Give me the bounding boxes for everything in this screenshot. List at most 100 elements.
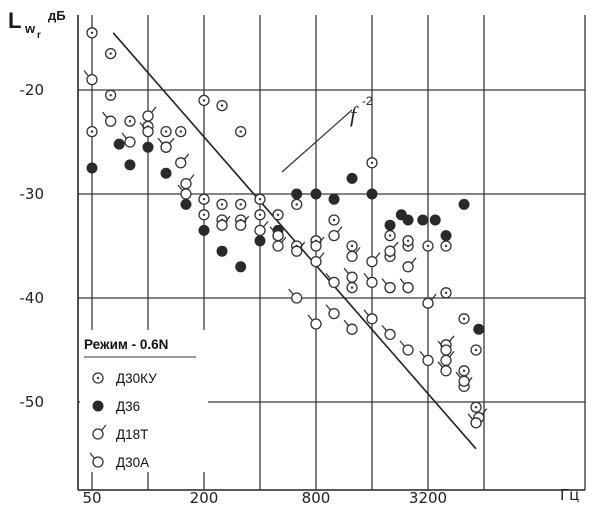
legend: Режим - 0.6N Д30КУ Д36 Д18Т Д30А bbox=[80, 330, 208, 472]
marker-hook bbox=[381, 324, 388, 332]
marker-body bbox=[254, 224, 266, 237]
marker-body bbox=[160, 141, 172, 153]
data-point bbox=[381, 324, 396, 341]
data-point bbox=[455, 371, 470, 387]
data-point bbox=[291, 241, 306, 257]
legend-marker bbox=[89, 452, 104, 468]
marker-center bbox=[202, 198, 206, 201]
marker-body bbox=[417, 214, 429, 226]
marker-hook bbox=[437, 340, 444, 347]
marker-body bbox=[328, 276, 340, 289]
data-point bbox=[216, 198, 228, 211]
marker-hook bbox=[102, 111, 108, 119]
data-point bbox=[384, 241, 399, 257]
marker-hook bbox=[83, 70, 90, 77]
data-point bbox=[399, 340, 414, 356]
data-point bbox=[470, 344, 482, 356]
marker-center bbox=[295, 203, 298, 206]
marker-body bbox=[105, 115, 117, 127]
marker-center bbox=[220, 203, 224, 206]
marker-tick bbox=[374, 252, 381, 259]
marker-body bbox=[235, 261, 247, 273]
data-point bbox=[142, 106, 157, 122]
data-point bbox=[198, 224, 210, 236]
marker-body bbox=[310, 255, 322, 268]
series-Д18Т bbox=[142, 106, 488, 424]
marker-body bbox=[254, 235, 266, 247]
marker-tick bbox=[243, 215, 250, 223]
legend-box bbox=[80, 330, 208, 472]
marker-tick bbox=[449, 350, 455, 358]
marker-hook bbox=[381, 278, 388, 285]
legend-label: Д30А bbox=[116, 455, 149, 470]
marker-body bbox=[142, 125, 154, 138]
marker-body bbox=[384, 219, 396, 231]
data-point bbox=[343, 319, 358, 335]
x-tick-label: 800 bbox=[302, 489, 331, 507]
marker-body bbox=[458, 375, 470, 387]
marker-hook bbox=[89, 452, 96, 459]
marker-body bbox=[124, 136, 136, 148]
data-point bbox=[437, 361, 452, 377]
y-tick-label: -40 bbox=[20, 289, 45, 307]
marker-body bbox=[216, 245, 228, 257]
data-point bbox=[458, 313, 470, 325]
marker-body bbox=[124, 159, 136, 171]
x-tick-label: 3200 bbox=[409, 489, 447, 507]
data-point bbox=[429, 214, 441, 226]
y-axis-title: L w r дБ bbox=[8, 8, 66, 41]
y-tick-label: -30 bbox=[20, 185, 45, 203]
data-point bbox=[384, 229, 396, 242]
data-point bbox=[254, 193, 266, 205]
annotation-f-2: f -2 bbox=[281, 94, 373, 173]
marker-body bbox=[346, 323, 358, 335]
marker-center bbox=[276, 213, 280, 216]
data-point bbox=[458, 365, 470, 377]
marker-tick bbox=[318, 252, 325, 259]
data-point bbox=[175, 125, 187, 138]
marker-body bbox=[198, 224, 210, 236]
data-point bbox=[417, 214, 429, 226]
data-point bbox=[467, 413, 482, 429]
marker-body bbox=[402, 261, 414, 273]
marker-body bbox=[440, 230, 452, 242]
marker-center bbox=[90, 31, 94, 34]
series-Д30КУ bbox=[86, 27, 482, 413]
marker-body bbox=[92, 400, 104, 412]
y-axis-unit: дБ bbox=[48, 8, 66, 23]
marker-hook bbox=[121, 132, 127, 139]
marker-body bbox=[458, 198, 470, 210]
data-point bbox=[291, 198, 303, 211]
marker-tick bbox=[100, 424, 107, 431]
data-point bbox=[216, 245, 228, 257]
marker-body bbox=[328, 307, 340, 320]
marker-hook bbox=[455, 371, 462, 379]
y-axis-title-subsub: r bbox=[37, 30, 41, 41]
marker-center bbox=[462, 369, 466, 372]
data-point bbox=[142, 141, 154, 153]
data-point bbox=[310, 236, 325, 252]
x-axis-unit: Гц bbox=[560, 486, 579, 504]
data-point bbox=[346, 172, 358, 184]
marker-hook bbox=[467, 413, 474, 420]
marker-center bbox=[258, 198, 262, 201]
annotation-leader bbox=[281, 109, 353, 173]
marker-body bbox=[86, 162, 98, 174]
marker-tick bbox=[188, 174, 195, 181]
data-point bbox=[160, 167, 172, 179]
data-point bbox=[363, 309, 378, 325]
x-tick-label: 200 bbox=[190, 489, 219, 507]
data-point bbox=[346, 281, 358, 294]
marker-tick bbox=[449, 335, 455, 342]
data-point bbox=[83, 70, 98, 86]
y-axis-title-sub: w bbox=[24, 21, 36, 36]
marker-tick bbox=[411, 257, 417, 264]
data-point bbox=[235, 125, 247, 138]
marker-hook bbox=[325, 272, 332, 280]
marker-body bbox=[142, 141, 154, 153]
data-point bbox=[346, 246, 361, 263]
data-point bbox=[124, 115, 136, 127]
marker-body bbox=[384, 328, 396, 341]
marker-body bbox=[440, 365, 452, 377]
marker-hook bbox=[177, 184, 183, 191]
